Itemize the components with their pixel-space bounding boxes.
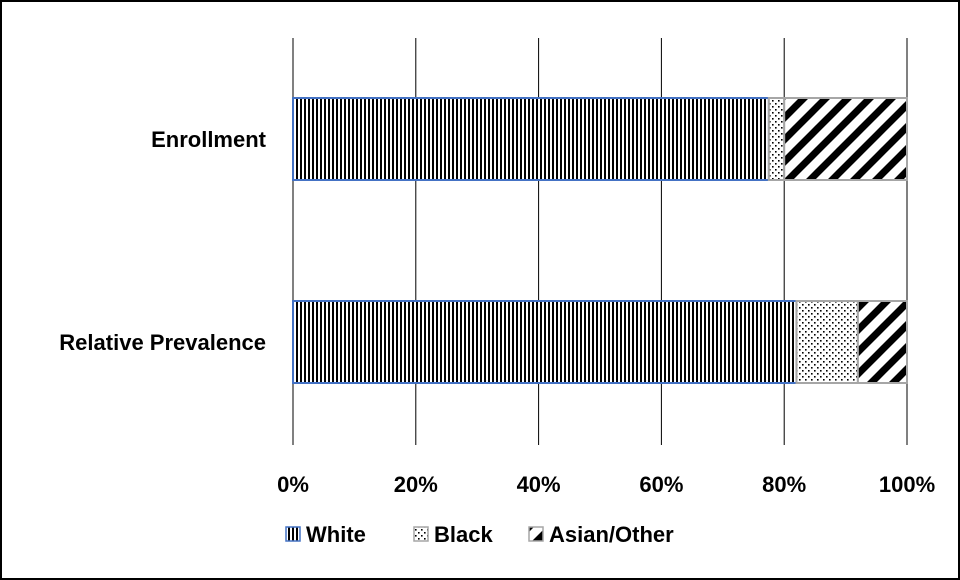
category-label: Relative Prevalence bbox=[59, 330, 266, 355]
legend-label: White bbox=[306, 522, 366, 547]
bar-segment bbox=[856, 300, 909, 384]
legend-swatch bbox=[528, 526, 544, 542]
x-tick-label: 0% bbox=[277, 472, 309, 497]
legend-item: Black bbox=[413, 522, 493, 547]
legend-item: Asian/Other bbox=[528, 522, 674, 547]
bar-segment bbox=[783, 97, 909, 181]
bars bbox=[292, 97, 909, 384]
x-axis-tick-labels: 0% 20% 40% 60% 80% 100% bbox=[277, 472, 935, 497]
legend-label: Black bbox=[434, 522, 493, 547]
bar-segment bbox=[767, 97, 786, 181]
x-tick-label: 20% bbox=[394, 472, 438, 497]
bar-segment bbox=[292, 97, 770, 181]
legend-label: Asian/Other bbox=[549, 522, 674, 547]
x-tick-label: 60% bbox=[639, 472, 683, 497]
x-tick-label: 80% bbox=[762, 472, 806, 497]
legend-swatch bbox=[285, 526, 301, 542]
x-tick-label: 40% bbox=[517, 472, 561, 497]
legend-swatch bbox=[413, 526, 429, 542]
bar-segment bbox=[795, 300, 859, 384]
bar-segment bbox=[292, 300, 798, 384]
category-label: Enrollment bbox=[151, 127, 267, 152]
legend-item: White bbox=[285, 522, 366, 547]
x-tick-label: 100% bbox=[879, 472, 935, 497]
category-labels: Enrollment Relative Prevalence bbox=[59, 127, 266, 355]
legend: White Black Asian/Other bbox=[285, 522, 674, 547]
